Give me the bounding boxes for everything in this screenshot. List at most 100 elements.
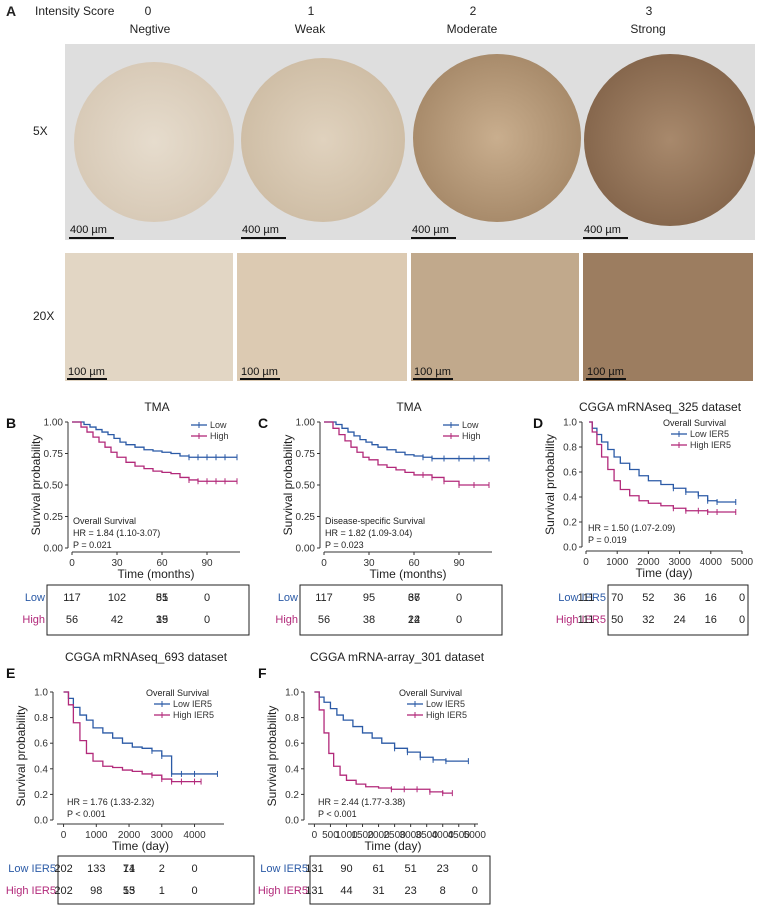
risk-value-f-1-1: 44 xyxy=(340,885,352,897)
risk-value-e-0-2: 71 xyxy=(123,863,135,875)
risk-row-label-b-1: High xyxy=(22,614,45,626)
y-tick-label-b: 0.75 xyxy=(44,449,64,460)
legend-label-e-1: High IER5 xyxy=(173,710,214,720)
risk-value-d-0-2: 52 xyxy=(642,592,654,604)
chart-title-f: CGGA mRNA-array_301 dataset xyxy=(310,650,485,664)
km-curve-c-1 xyxy=(324,421,489,486)
risk-value-d-1-0: 111 xyxy=(578,614,595,626)
risk-value-d-0-1: 70 xyxy=(611,592,623,604)
x-tick-label-f: 500 xyxy=(322,830,339,841)
scale-bar-20x-3 xyxy=(586,378,626,380)
y-tick-label-f: 0.8 xyxy=(285,713,299,724)
x-axis-label-d: Time (day) xyxy=(636,566,693,580)
x-tick-label-c: 90 xyxy=(453,558,465,569)
y-tick-label-e: 0.2 xyxy=(34,790,48,801)
scale-label-20x-2: 100 µm xyxy=(414,366,451,378)
y-tick-label-c: 0.25 xyxy=(296,512,316,523)
y-axis-label-c: Survival probability xyxy=(281,435,295,536)
y-tick-label-d: 0.4 xyxy=(563,493,577,504)
panel-letter-c: C xyxy=(258,415,268,431)
x-tick-label-b: 90 xyxy=(201,558,213,569)
scale-label-5x-2: 400 µm xyxy=(412,224,449,236)
x-tick-label-e: 3000 xyxy=(151,830,174,841)
chart-title-b: TMA xyxy=(144,400,169,414)
score-0: 0 xyxy=(144,4,152,18)
risk-row-label-f-0: Low IER5 xyxy=(260,863,308,875)
panel-letter-f: F xyxy=(258,665,267,681)
y-tick-label-e: 0.4 xyxy=(34,764,48,775)
y-tick-label-d: 0.0 xyxy=(563,543,577,554)
scale-label-5x-0: 400 µm xyxy=(70,224,107,236)
risk-value-d-0-3: 36 xyxy=(673,592,685,604)
risk-value-c-1-0: 56 xyxy=(318,614,330,626)
y-tick-label-e: 0.8 xyxy=(34,713,48,724)
label-strong: Strong xyxy=(630,22,666,36)
x-tick-label-d: 0 xyxy=(583,557,589,568)
intensity-score-label: Intensity Score xyxy=(35,4,115,18)
x-tick-label-e: 4000 xyxy=(183,830,206,841)
panel-letter-e: E xyxy=(6,665,15,681)
risk-row-label-b-0: Low xyxy=(25,592,45,604)
tissue-core-weak xyxy=(241,58,405,222)
risk-value-b-1-4: 0 xyxy=(204,614,210,626)
risk-value-e-1-5: 0 xyxy=(191,885,197,897)
risk-value-b-0-3: 51 xyxy=(156,592,168,604)
score-3: 3 xyxy=(645,4,653,18)
x-tick-label-f: 3000 xyxy=(400,830,423,841)
x-axis-label-e: Time (day) xyxy=(112,839,169,853)
km-curve-f-1 xyxy=(314,691,453,794)
chart-title-d: CGGA mRNAseq_325 dataset xyxy=(579,400,742,414)
scale-label-20x-3: 100 µm xyxy=(587,366,624,378)
x-tick-label-f: 4500 xyxy=(448,830,471,841)
tissue-20x-weak xyxy=(237,253,407,381)
x-tick-label-b: 0 xyxy=(69,558,75,569)
risk-value-b-0-2: 85 xyxy=(156,592,168,604)
label-negtive: Negtive xyxy=(129,22,171,36)
y-tick-label-d: 1.0 xyxy=(563,418,577,429)
y-axis-label-f: Survival probability xyxy=(265,706,279,807)
risk-value-d-1-5: 0 xyxy=(739,614,745,626)
legend-title-d: Overall Survival xyxy=(663,418,726,428)
risk-value-e-1-1: 98 xyxy=(90,885,102,897)
risk-value-b-1-3: 19 xyxy=(156,614,168,626)
risk-value-d-1-1: 50 xyxy=(611,614,623,626)
y-tick-label-d: 0.2 xyxy=(563,518,577,529)
risk-value-f-1-0: 131 xyxy=(305,885,323,897)
legend-label-d-1: High IER5 xyxy=(690,440,731,450)
y-tick-label-c: 0.50 xyxy=(296,481,316,492)
panel-letter-b: B xyxy=(6,415,16,431)
legend-title-f: Overall Survival xyxy=(399,688,462,698)
risk-value-d-0-4: 16 xyxy=(705,592,717,604)
x-tick-label-c: 30 xyxy=(363,558,375,569)
risk-value-d-1-4: 16 xyxy=(705,614,717,626)
y-tick-label-d: 0.6 xyxy=(563,468,577,479)
km-curve-e-0 xyxy=(63,691,218,775)
annotation-c-0: Disease-specific Survival xyxy=(325,516,425,526)
tissue-20x-strong xyxy=(583,253,753,381)
km-curve-c-0 xyxy=(324,421,489,460)
x-tick-label-d: 1000 xyxy=(606,557,629,568)
tma-5x-strip xyxy=(65,44,755,240)
risk-value-d-0-0: 111 xyxy=(578,592,595,604)
risk-value-c-1-1: 38 xyxy=(363,614,375,626)
legend-label-c-0: Low xyxy=(462,420,479,430)
risk-table-box-b xyxy=(46,584,250,636)
risk-row-label-d-1: High IER5 xyxy=(556,614,606,626)
scale-label-20x-0: 100 µm xyxy=(68,366,105,378)
x-axis-label-f: Time (day) xyxy=(365,839,422,853)
y-tick-label-b: 0.25 xyxy=(44,512,64,523)
risk-value-f-0-3: 51 xyxy=(405,863,417,875)
y-tick-label-e: 0.6 xyxy=(34,739,48,750)
risk-value-f-0-4: 23 xyxy=(437,863,449,875)
risk-value-e-0-0: 202 xyxy=(54,863,72,875)
legend-label-e-0: Low IER5 xyxy=(173,699,212,709)
km-curve-f-0 xyxy=(314,691,469,762)
y-axis-label-e: Survival probability xyxy=(14,706,28,807)
annotation-e-1: HR = 1.76 (1.33-2.32) xyxy=(67,797,154,807)
risk-row-label-e-1: High IER5 xyxy=(6,885,56,897)
risk-value-f-1-5: 0 xyxy=(472,885,478,897)
risk-value-b-1-2: 35 xyxy=(156,614,168,626)
label-weak: Weak xyxy=(294,22,326,36)
annotation-f-1: HR = 2.44 (1.77-3.38) xyxy=(318,797,405,807)
